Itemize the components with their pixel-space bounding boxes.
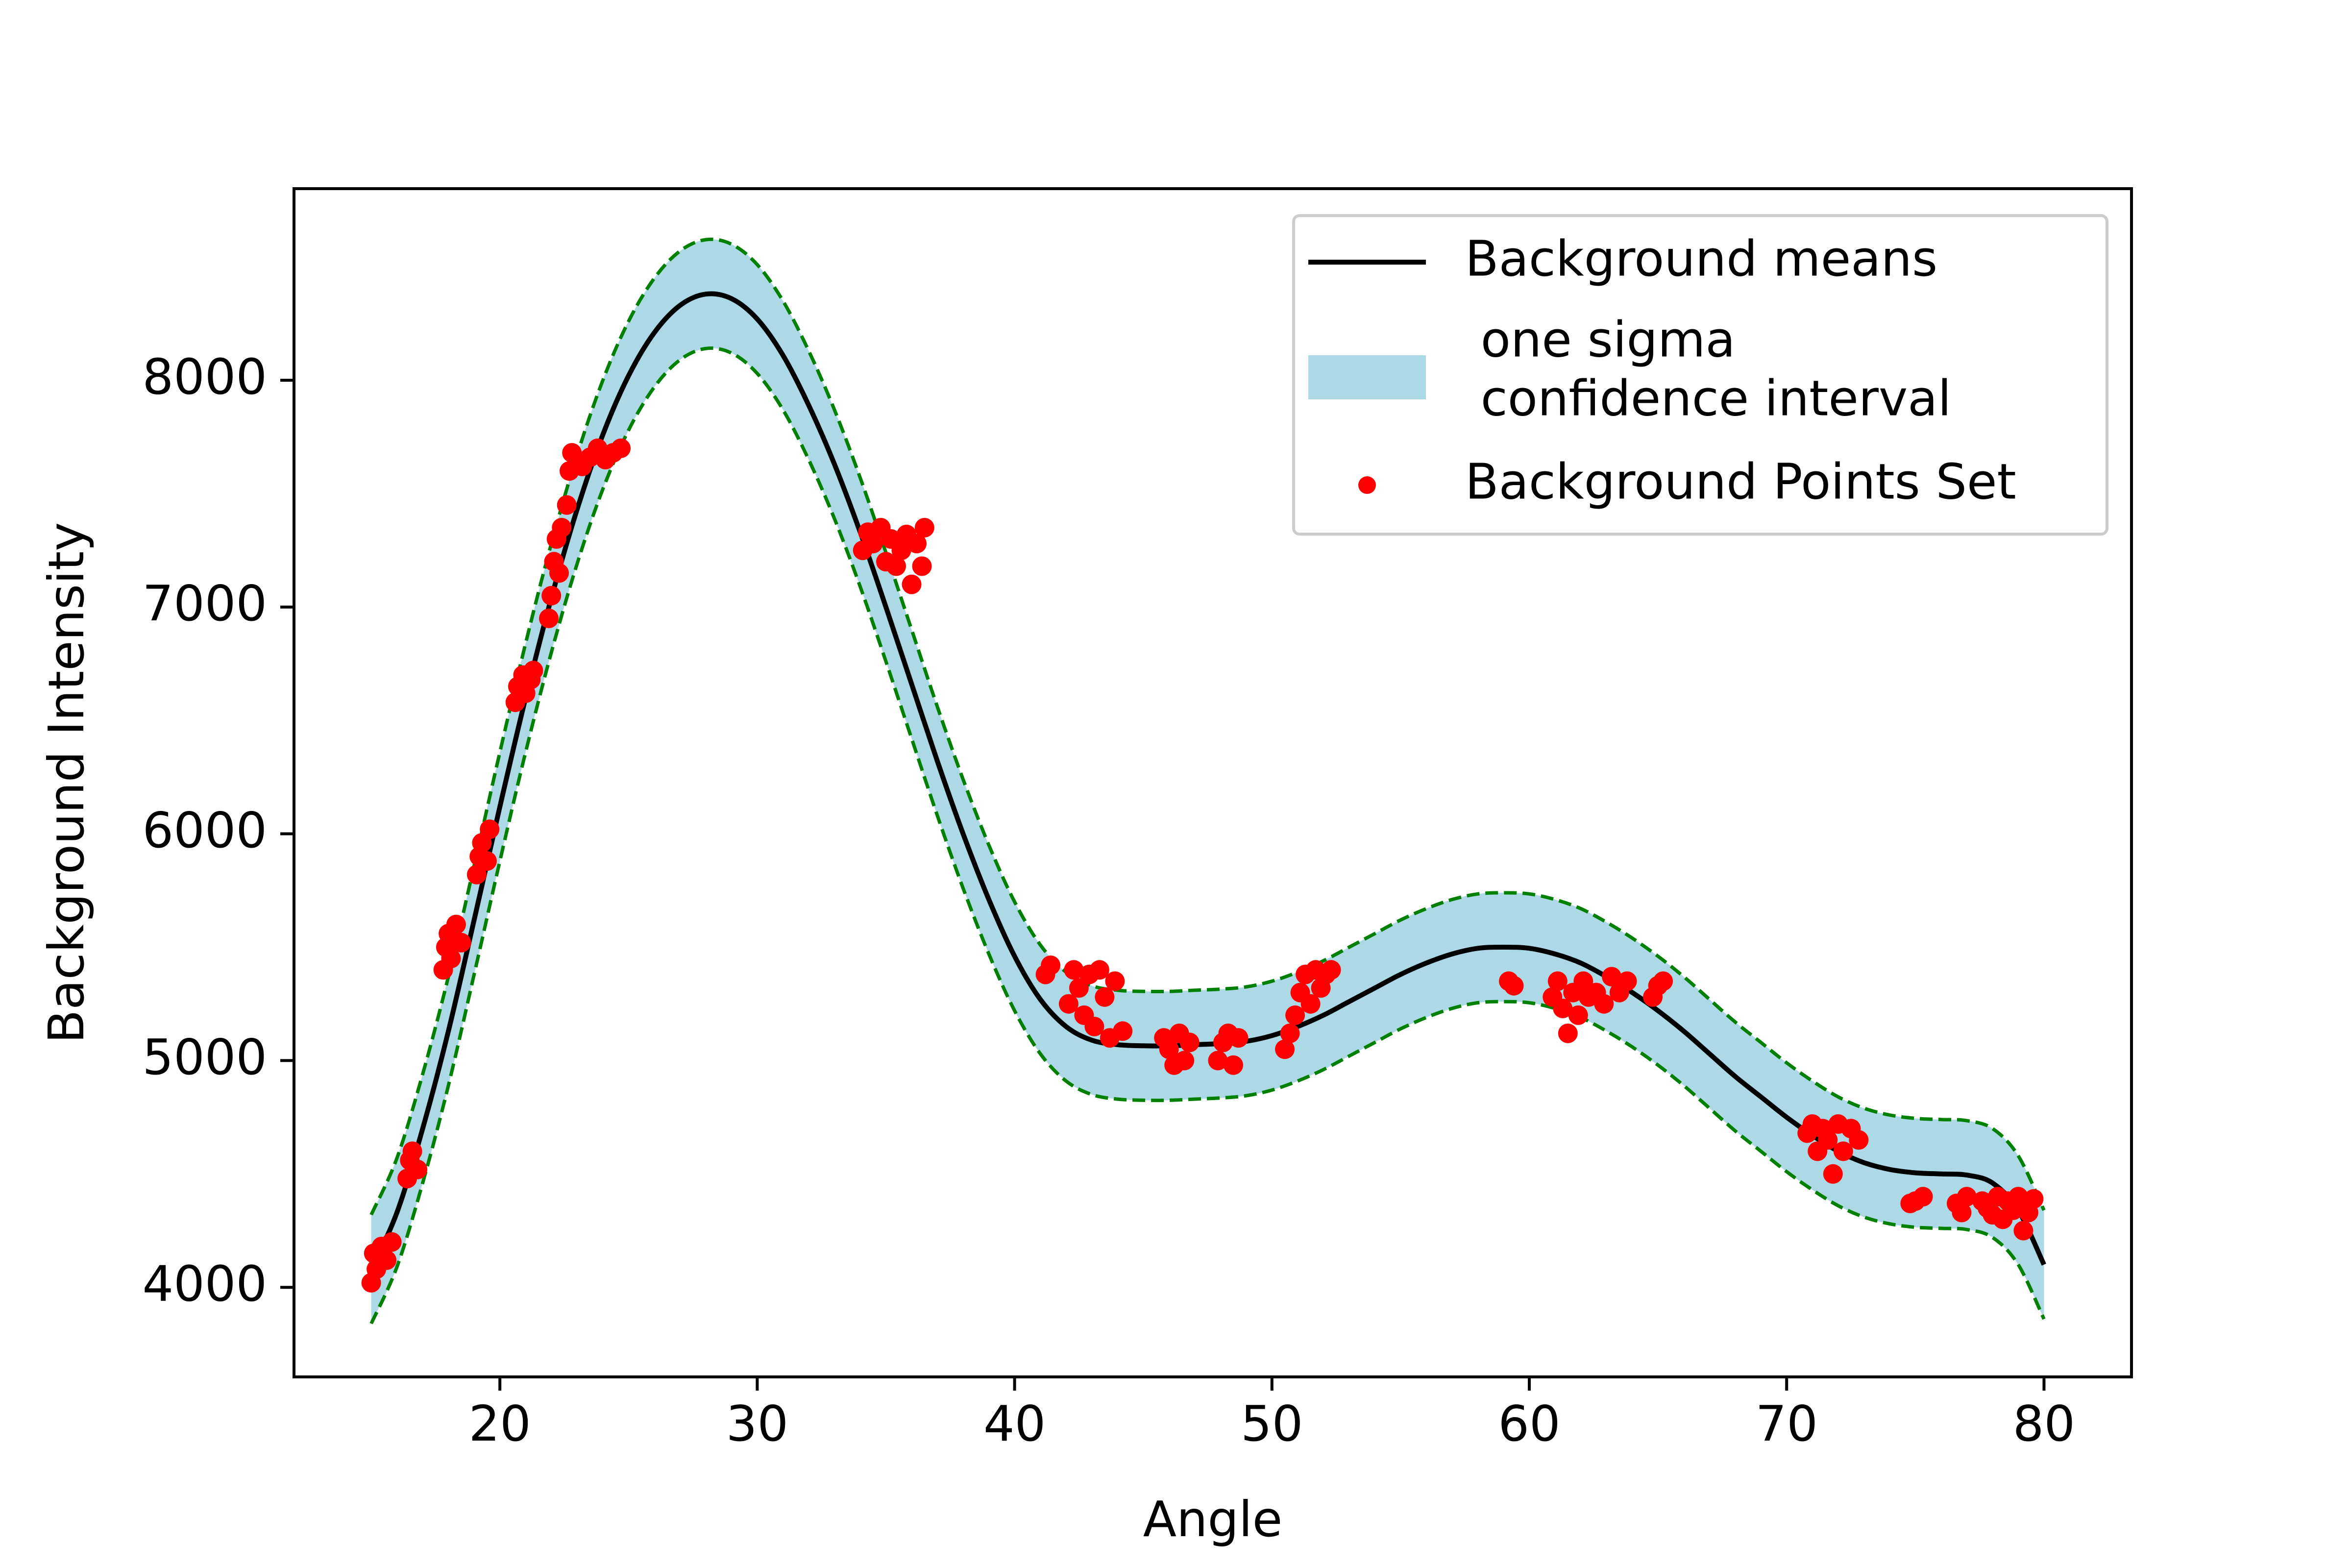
data-point bbox=[1084, 1017, 1104, 1036]
data-point bbox=[2008, 1187, 2028, 1207]
y-axis-label: Background Intensity bbox=[38, 522, 95, 1044]
points-layer bbox=[361, 438, 2044, 1293]
data-point bbox=[912, 556, 932, 576]
data-point bbox=[914, 517, 934, 538]
data-point bbox=[1228, 1028, 1249, 1048]
data-point bbox=[1617, 971, 1637, 991]
data-point bbox=[1089, 960, 1109, 980]
data-point bbox=[1547, 971, 1568, 991]
data-point bbox=[1208, 1051, 1228, 1071]
data-point bbox=[1504, 976, 1524, 996]
legend-band-swatch bbox=[1308, 355, 1426, 399]
x-tick-label: 30 bbox=[726, 1395, 788, 1452]
y-tick-label: 6000 bbox=[143, 802, 268, 859]
data-point bbox=[1321, 960, 1341, 980]
data-point bbox=[377, 1250, 397, 1270]
data-point bbox=[480, 819, 500, 839]
data-point bbox=[1957, 1187, 1977, 1207]
legend-band-label-line2: confidence interval bbox=[1465, 369, 1951, 427]
data-point bbox=[1224, 1055, 1243, 1075]
data-point bbox=[1913, 1187, 1933, 1207]
legend-mean-label: Background means bbox=[1465, 230, 1937, 287]
data-point bbox=[1833, 1141, 1853, 1161]
data-point bbox=[1558, 1023, 1578, 1043]
data-point bbox=[466, 864, 487, 884]
data-point bbox=[2013, 1221, 2034, 1241]
data-point bbox=[451, 932, 471, 953]
data-point bbox=[1069, 978, 1089, 998]
data-point bbox=[539, 609, 559, 628]
data-point bbox=[562, 443, 582, 463]
data-point bbox=[1653, 971, 1673, 991]
data-point bbox=[1568, 1005, 1588, 1025]
plot-frame bbox=[293, 187, 2133, 1378]
y-tick-label: 8000 bbox=[143, 348, 268, 405]
x-tick-label: 40 bbox=[983, 1395, 1046, 1452]
legend: Background means one sigma confidence in… bbox=[1292, 214, 2108, 536]
data-point bbox=[886, 556, 906, 576]
y-tick-label: 7000 bbox=[143, 575, 268, 632]
data-point bbox=[1175, 1051, 1195, 1071]
data-point bbox=[557, 495, 577, 515]
legend-points-label: Background Points Set bbox=[1465, 453, 2016, 510]
data-point bbox=[891, 540, 911, 561]
confidence-band-fill bbox=[371, 239, 2044, 1324]
x-tick-label: 50 bbox=[1241, 1395, 1303, 1452]
legend-frame bbox=[1292, 214, 2108, 536]
legend-band-label-line1: one sigma bbox=[1465, 311, 1736, 368]
data-point bbox=[1064, 960, 1084, 980]
data-point bbox=[1823, 1164, 1843, 1184]
x-axis-label: Angle bbox=[1143, 1491, 1283, 1548]
data-point bbox=[1275, 1039, 1295, 1059]
data-point bbox=[1952, 1202, 1972, 1223]
data-point bbox=[408, 1159, 428, 1179]
data-point bbox=[1179, 1032, 1200, 1053]
data-point bbox=[1095, 987, 1115, 1007]
data-point bbox=[907, 534, 927, 554]
x-tick-label: 80 bbox=[2013, 1395, 2075, 1452]
data-point bbox=[1280, 1023, 1300, 1043]
data-point bbox=[1594, 994, 1614, 1014]
data-point bbox=[541, 586, 562, 606]
legend-points-swatch bbox=[1358, 476, 1376, 494]
data-point bbox=[1300, 994, 1321, 1014]
data-point bbox=[1849, 1130, 1869, 1150]
data-point bbox=[1058, 994, 1078, 1014]
x-tick-label: 60 bbox=[1498, 1395, 1560, 1452]
data-point bbox=[611, 438, 631, 458]
data-point bbox=[523, 661, 543, 681]
data-point bbox=[1041, 956, 1061, 975]
data-point bbox=[402, 1141, 422, 1161]
data-point bbox=[1573, 971, 1593, 991]
data-point bbox=[549, 563, 569, 583]
data-point bbox=[477, 851, 497, 871]
data-point bbox=[1553, 999, 1573, 1018]
data-point bbox=[382, 1232, 402, 1252]
data-point bbox=[441, 949, 461, 969]
x-tick-label: 20 bbox=[469, 1395, 531, 1452]
data-point bbox=[1602, 967, 1622, 987]
y-tick-label: 4000 bbox=[143, 1255, 268, 1313]
data-point bbox=[1113, 1021, 1133, 1041]
data-point bbox=[1159, 1039, 1179, 1059]
x-tick-label: 70 bbox=[1756, 1395, 1818, 1452]
data-point bbox=[1285, 1005, 1305, 1025]
axes-layer: 20 30 40 50 60 70 80 4000 5000 6000 7000 8000 Angle B… bbox=[38, 187, 2133, 1548]
lower-bound-line bbox=[369, 346, 2046, 1324]
data-point bbox=[863, 534, 883, 554]
data-point bbox=[902, 574, 922, 594]
y-tick-label: 5000 bbox=[143, 1029, 268, 1086]
data-point bbox=[446, 914, 466, 934]
data-point bbox=[552, 517, 572, 538]
data-point bbox=[2024, 1189, 2044, 1209]
data-point bbox=[1105, 971, 1125, 991]
data-point bbox=[1818, 1130, 1838, 1150]
